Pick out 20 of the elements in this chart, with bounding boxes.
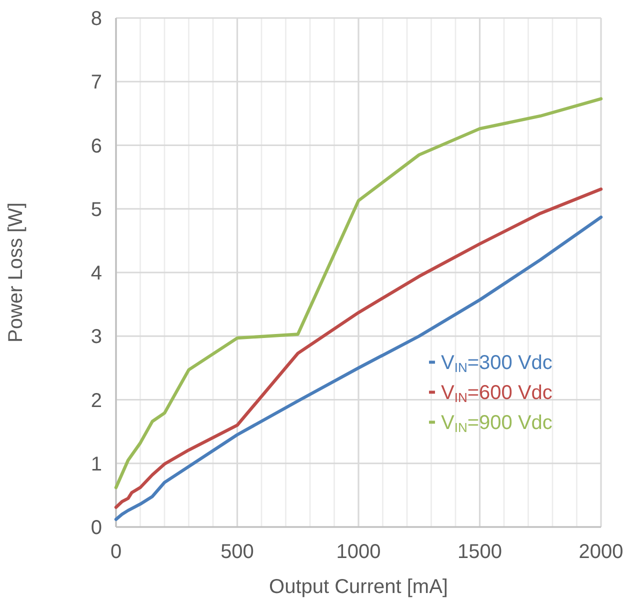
y-axis-title: Power Loss [W]: [5, 202, 27, 343]
legend-label: V$_{IN}$=900 Vdc: [441, 412, 552, 436]
y-tick-label: 3: [90, 326, 102, 348]
y-tick-label: 5: [90, 198, 102, 221]
x-tick-label: 500: [220, 541, 254, 563]
y-tick-label: 6: [90, 135, 102, 158]
x-axis-title: Output Current [mA]: [269, 576, 448, 598]
x-tick-label: 1000: [336, 541, 381, 563]
y-tick-label: 0: [90, 517, 102, 539]
x-tick-label: 2000: [578, 541, 624, 563]
x-tick-label: 0: [110, 541, 122, 563]
legend-label: V$_{IN}$=600 Vdc: [441, 382, 552, 406]
y-tick-label: 8: [90, 8, 102, 30]
y-tick-label: 2: [90, 390, 102, 412]
y-tick-label: 1: [90, 453, 102, 476]
x-tick-label: 1500: [458, 541, 502, 563]
y-tick-label: 7: [90, 72, 102, 94]
line-series: [114, 97, 603, 490]
legend-label: V$_{IN}$=300 Vdc: [441, 352, 552, 376]
y-tick-label: 4: [90, 262, 102, 284]
